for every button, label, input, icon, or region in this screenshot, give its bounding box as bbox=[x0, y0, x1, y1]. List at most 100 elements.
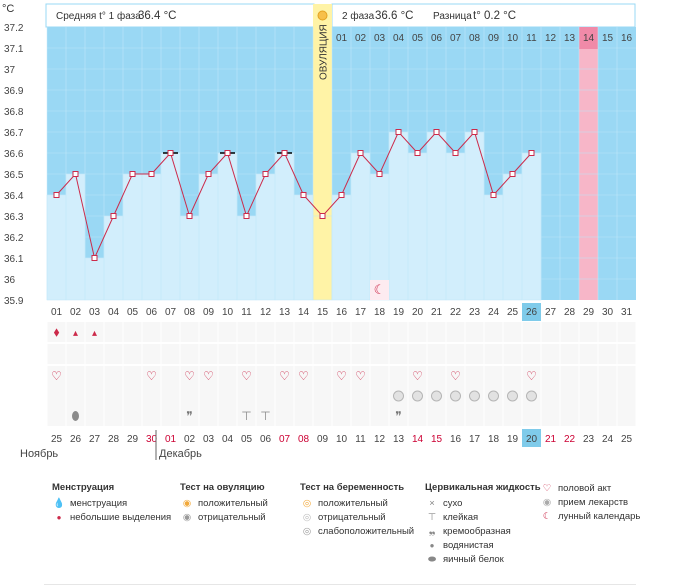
temperature-point[interactable] bbox=[376, 171, 383, 177]
today-date-cell bbox=[522, 429, 541, 447]
temperature-point[interactable] bbox=[53, 192, 60, 198]
temperature-point[interactable] bbox=[319, 213, 326, 219]
watery-icon: ● bbox=[429, 541, 435, 550]
temperature-bar bbox=[236, 215, 257, 301]
pill-icon: ◉ bbox=[542, 497, 552, 508]
heart-icon[interactable]: ♡ bbox=[298, 369, 309, 383]
pill-icon[interactable] bbox=[431, 390, 442, 402]
y-tick-label: 36.8 bbox=[4, 107, 24, 118]
calendar-date-label: 05 bbox=[241, 434, 253, 445]
cycle-day-label: 10 bbox=[222, 307, 234, 318]
heart-icon[interactable]: ♡ bbox=[184, 369, 195, 383]
drop-big-icon: 💧 bbox=[53, 498, 65, 509]
y-tick-label: 36.1 bbox=[4, 254, 24, 265]
weak-test-icon: ◎ bbox=[302, 526, 312, 537]
heart-icon[interactable]: ♡ bbox=[241, 369, 252, 383]
heart-icon[interactable]: ♡ bbox=[450, 369, 461, 383]
today-day-cell bbox=[522, 303, 541, 321]
watery-fluid-icon[interactable] bbox=[72, 411, 79, 421]
creamy-fluid-icon[interactable]: ❞ bbox=[186, 409, 192, 423]
heart-icon[interactable]: ♡ bbox=[336, 369, 347, 383]
sticky-fluid-icon[interactable]: ⊤ bbox=[260, 409, 270, 423]
temperature-point[interactable] bbox=[243, 213, 250, 219]
luteal-day-label: 16 bbox=[621, 33, 633, 44]
calendar-date-label: 01 bbox=[165, 434, 177, 445]
cycle-day-label: 14 bbox=[298, 307, 310, 318]
temperature-point[interactable] bbox=[471, 129, 478, 135]
calendar-date-label: 29 bbox=[127, 434, 139, 445]
temperature-point[interactable] bbox=[357, 150, 364, 156]
temperature-point[interactable] bbox=[452, 150, 459, 156]
positive-test-icon: ◎ bbox=[302, 498, 312, 509]
cycle-day-label: 23 bbox=[469, 307, 481, 318]
temperature-bar bbox=[103, 215, 124, 301]
legend-item: прием лекарств bbox=[558, 497, 629, 508]
y-tick-label: 36 bbox=[4, 275, 16, 286]
temperature-point[interactable] bbox=[224, 150, 231, 156]
dry-icon: × bbox=[429, 498, 435, 509]
heart-icon[interactable]: ♡ bbox=[146, 369, 157, 383]
pill-icon[interactable] bbox=[488, 390, 499, 402]
calendar-date-label: 15 bbox=[431, 434, 443, 445]
temperature-point[interactable] bbox=[338, 192, 345, 198]
pill-icon[interactable] bbox=[469, 390, 480, 402]
temperature-point[interactable] bbox=[395, 129, 402, 135]
y-tick-label: 36.6 bbox=[4, 149, 24, 160]
pill-icon[interactable] bbox=[507, 390, 518, 402]
cycle-day-label: 18 bbox=[374, 307, 386, 318]
heart-icon[interactable]: ♡ bbox=[526, 369, 537, 383]
pill-icon[interactable] bbox=[393, 390, 404, 402]
heart-icon[interactable]: ♡ bbox=[355, 369, 366, 383]
cycle-day-label: 27 bbox=[545, 307, 557, 318]
calendar-date-label: 24 bbox=[602, 434, 614, 445]
heart-icon[interactable]: ♡ bbox=[412, 369, 423, 383]
luteal-day-label: 13 bbox=[564, 33, 576, 44]
calendar-date-label: 11 bbox=[355, 434, 366, 445]
temperature-point[interactable] bbox=[414, 150, 421, 156]
temperature-point[interactable] bbox=[91, 255, 98, 261]
heart-icon[interactable]: ♡ bbox=[51, 369, 62, 383]
temperature-point[interactable] bbox=[110, 213, 117, 219]
marker-row bbox=[47, 386, 636, 406]
footer-divider bbox=[44, 584, 636, 585]
temperature-point[interactable] bbox=[528, 150, 535, 156]
spotting-drop-icon[interactable]: ▴ bbox=[92, 328, 97, 339]
cycle-day-label: 09 bbox=[203, 307, 215, 318]
temperature-point[interactable] bbox=[262, 171, 269, 177]
menstruation-drop-icon[interactable]: ⬧ bbox=[54, 324, 60, 339]
temperature-bar bbox=[407, 152, 428, 301]
calendar-date-label: 17 bbox=[469, 434, 481, 445]
temperature-bar bbox=[179, 215, 200, 301]
creamy-fluid-icon[interactable]: ❞ bbox=[395, 409, 401, 423]
temperature-point[interactable] bbox=[300, 192, 307, 198]
temperature-point[interactable] bbox=[205, 171, 212, 177]
pill-icon[interactable] bbox=[412, 390, 423, 402]
temperature-point[interactable] bbox=[72, 171, 79, 177]
pill-icon[interactable] bbox=[450, 390, 461, 402]
temperature-line bbox=[56, 131, 532, 260]
spotting-drop-icon[interactable]: ▴ bbox=[73, 328, 78, 339]
temperature-point[interactable] bbox=[490, 192, 497, 198]
pill-icon[interactable] bbox=[526, 390, 537, 402]
legend-item: положительный bbox=[198, 498, 268, 509]
moon-icon[interactable]: ☾ bbox=[374, 282, 386, 297]
cycle-day-label: 11 bbox=[241, 307, 252, 318]
calendar-date-label: 20 bbox=[526, 434, 538, 445]
luteal-day-label: 04 bbox=[393, 33, 405, 44]
temperature-point[interactable] bbox=[148, 171, 155, 177]
temperature-point[interactable] bbox=[281, 150, 288, 156]
temperature-point[interactable] bbox=[509, 171, 516, 177]
temperature-point[interactable] bbox=[129, 171, 136, 177]
temperature-point[interactable] bbox=[167, 150, 174, 156]
calendar-date-label: 21 bbox=[545, 434, 557, 445]
heart-icon[interactable]: ♡ bbox=[203, 369, 214, 383]
calendar-date-label: 08 bbox=[298, 434, 310, 445]
cycle-day-label: 22 bbox=[450, 307, 462, 318]
calendar-date-label: 09 bbox=[317, 434, 329, 445]
heart-icon[interactable]: ♡ bbox=[279, 369, 290, 383]
temperature-point[interactable] bbox=[433, 129, 440, 135]
sticky-fluid-icon[interactable]: ⊤ bbox=[241, 409, 251, 423]
heart-icon: ♡ bbox=[542, 483, 552, 494]
temperature-point[interactable] bbox=[186, 213, 193, 219]
legend-item: клейкая bbox=[443, 512, 479, 523]
